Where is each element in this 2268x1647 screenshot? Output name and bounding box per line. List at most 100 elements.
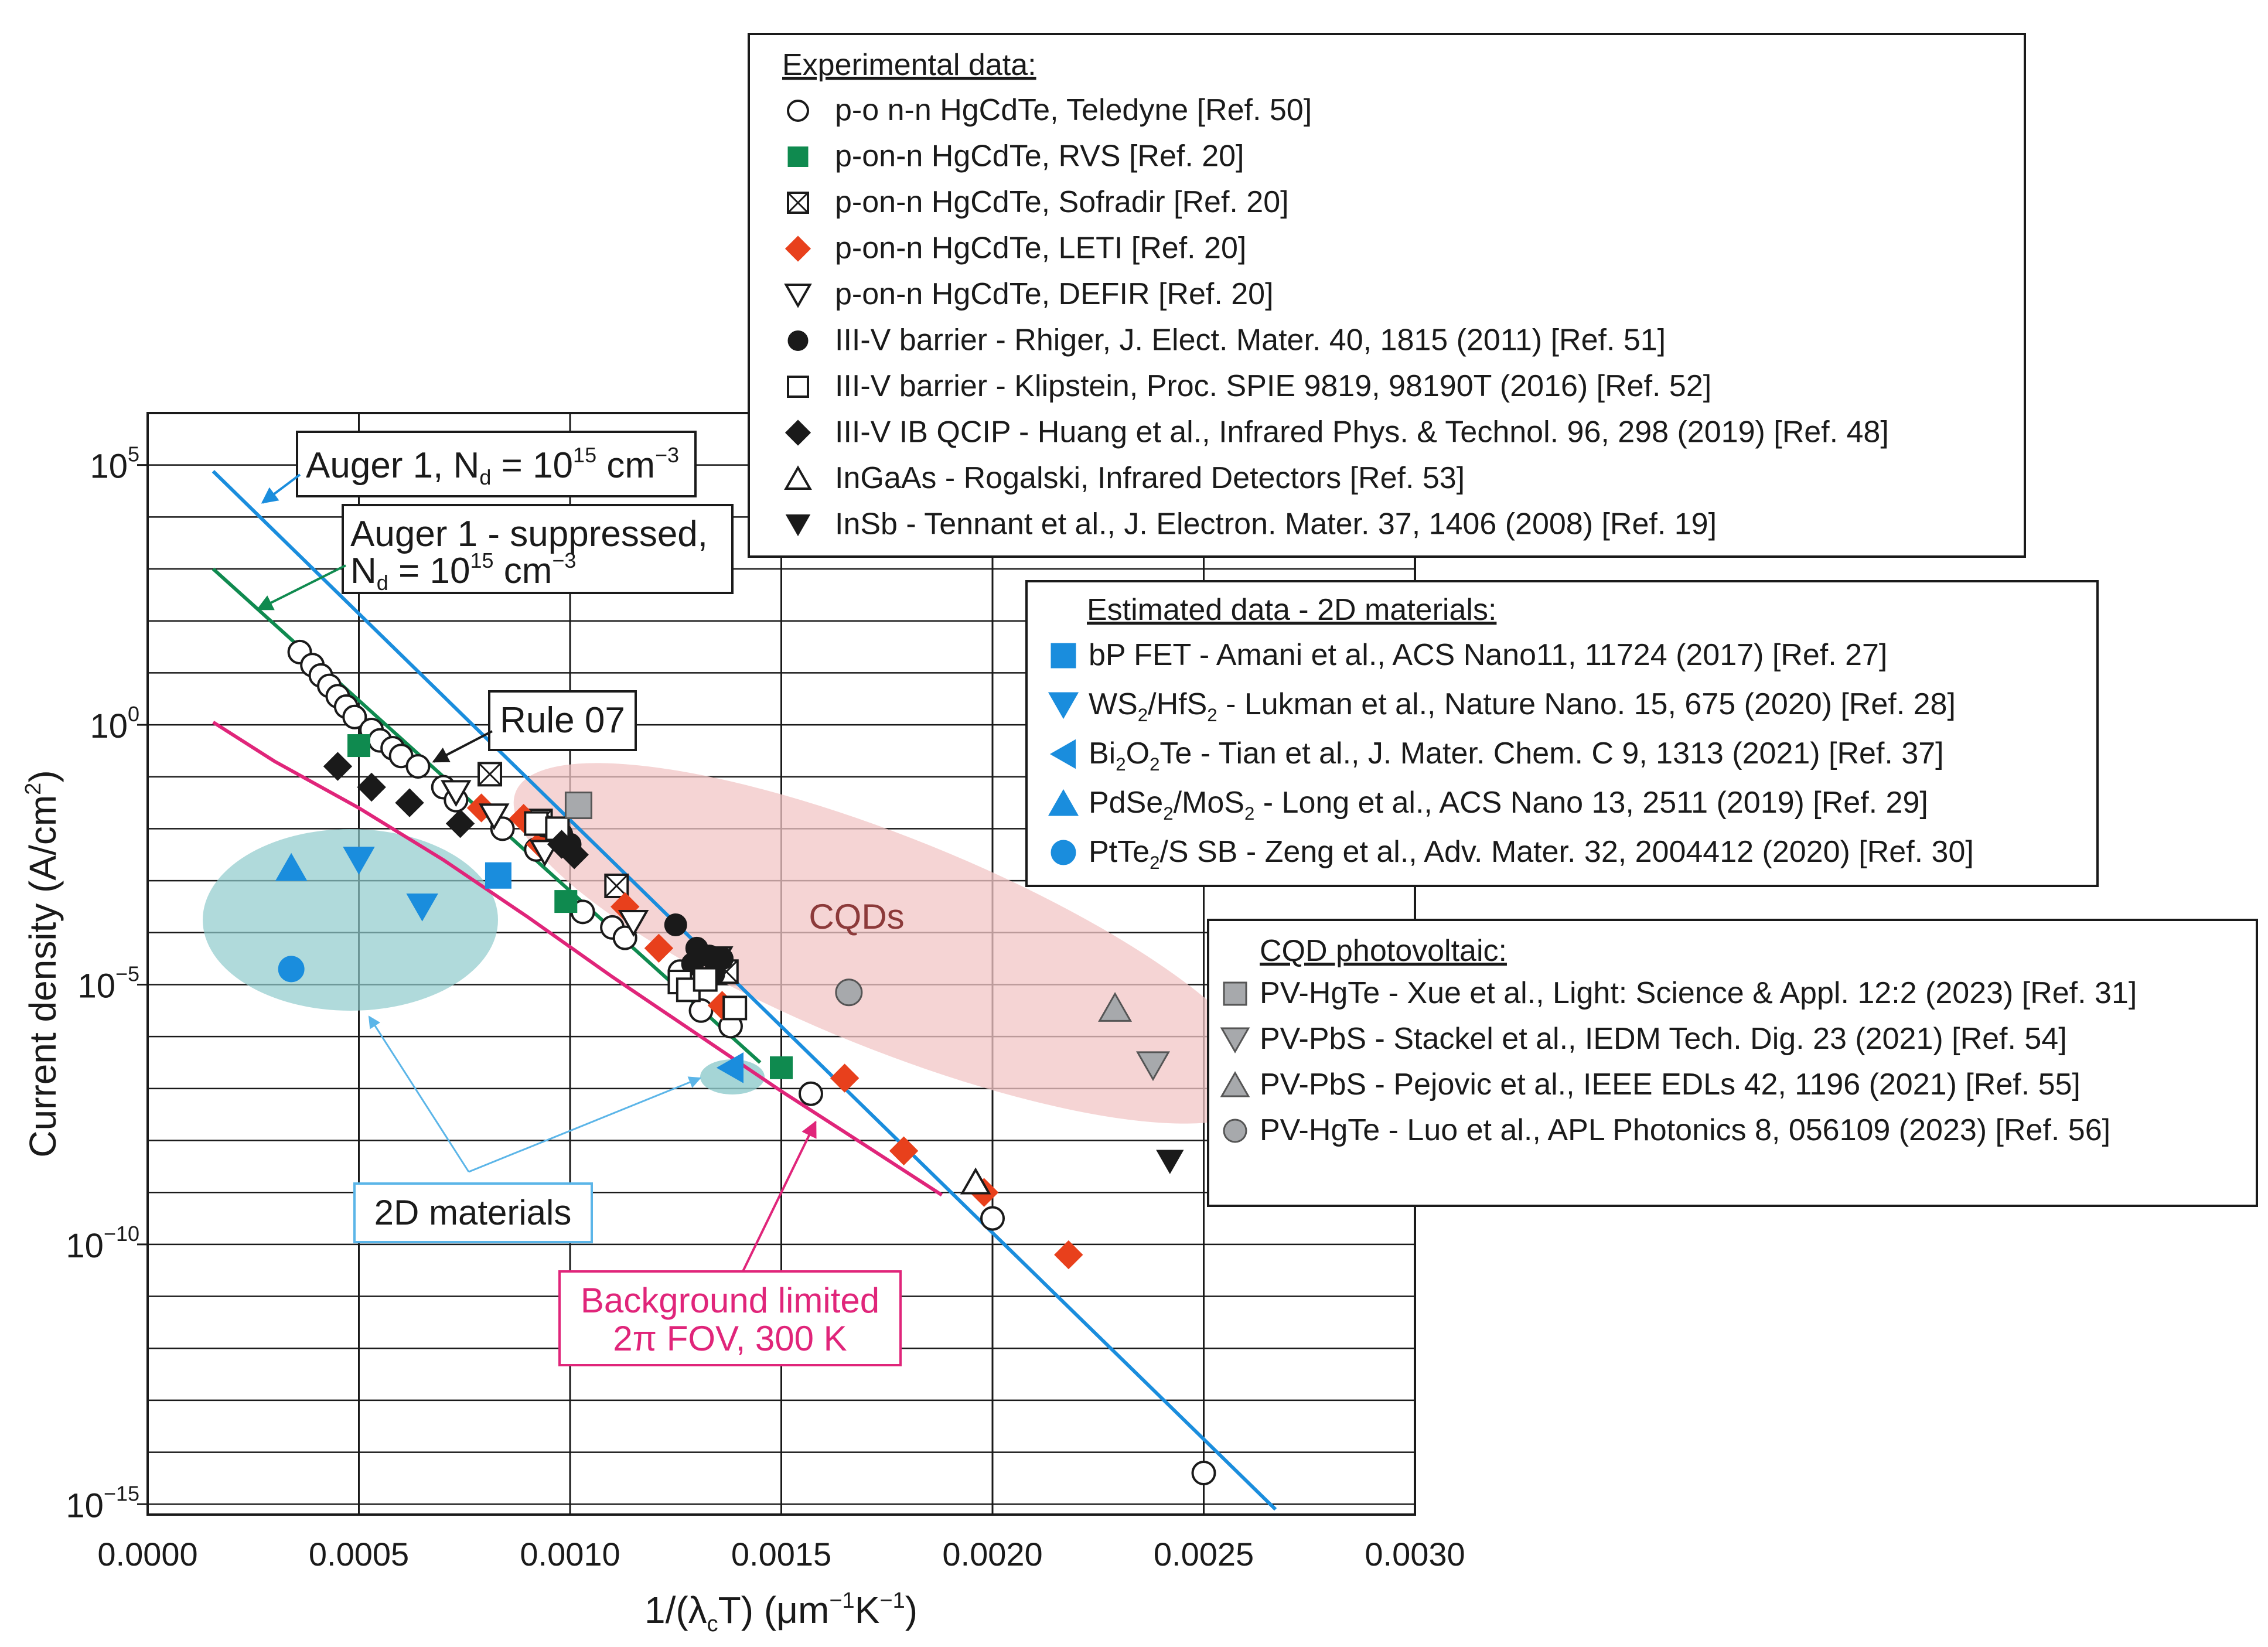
legend-label: Bi2O2Te - Tian et al., J. Mater. Chem. C… xyxy=(1089,736,1944,775)
background-limited-arrow xyxy=(739,1120,817,1278)
svg-text:Experimental data:: Experimental data: xyxy=(782,48,1036,82)
data-point xyxy=(485,862,511,889)
legend-marker xyxy=(1048,692,1079,720)
x-tick-label: 0.0015 xyxy=(731,1536,831,1573)
data-point xyxy=(564,792,592,820)
legend-label: PtTe2/S SB - Zeng et al., Adv. Mater. 32… xyxy=(1089,835,1974,873)
legend-label: WS2/HfS2 - Lukman et al., Nature Nano. 1… xyxy=(1089,687,1956,725)
data-point xyxy=(830,1063,860,1093)
data-point xyxy=(524,811,549,836)
y-axis-label: Current density (A/cm2) xyxy=(21,770,64,1157)
theory-curve xyxy=(212,721,943,1197)
legend-label: PV-HgTe - Luo et al., APL Photonics 8, 0… xyxy=(1260,1113,2110,1147)
data-point xyxy=(980,1206,1005,1231)
x-tick-label: 0.0020 xyxy=(942,1536,1042,1573)
legend-cqd: CQD photovoltaic: PV-HgTe - Xue et al., … xyxy=(1207,919,2258,1207)
legend-label: PdSe2/MoS2 - Long et al., ACS Nano 13, 2… xyxy=(1089,786,1928,824)
y-tick-label: 100 xyxy=(90,702,139,745)
x-tick-label: 0.0000 xyxy=(97,1536,197,1573)
data-point xyxy=(644,933,674,963)
legend-label: p-o n-n HgCdTe, Teledyne [Ref. 50] xyxy=(835,93,1312,127)
svg-text:Nd = 1015 cm−3: Nd = 1015 cm−3 xyxy=(350,548,576,595)
x-tick-labels: 0.0000 0.0005 0.0010 0.0015 0.0020 0.0025 0.00… xyxy=(97,1536,1465,1573)
legend-marker xyxy=(1048,789,1079,816)
legend-marker xyxy=(785,420,811,446)
legend-cqd-items: PV-HgTe - Xue et al., Light: Science & A… xyxy=(1220,976,2137,1147)
legend-label: p-on-n HgCdTe, LETI [Ref. 20] xyxy=(835,231,1246,265)
region-2d-materials xyxy=(203,829,498,1011)
data-point xyxy=(509,803,538,833)
legend-marker xyxy=(785,514,811,537)
legend-marker xyxy=(1220,1027,1250,1053)
data-markers xyxy=(275,639,1216,1486)
cqds-label: CQDs xyxy=(809,897,904,936)
y-tick-label: 10−10 xyxy=(66,1222,139,1265)
legend-label: p-on-n HgCdTe, Sofradir [Ref. 20] xyxy=(835,185,1289,219)
rule07-label: Rule 07 xyxy=(488,690,637,751)
data-point xyxy=(664,913,687,936)
data-point xyxy=(278,956,305,983)
data-point xyxy=(1098,992,1133,1022)
legend-marker xyxy=(787,330,809,351)
svg-text:CQD photovoltaic:: CQD photovoltaic: xyxy=(1260,934,1507,968)
svg-text:Rule 07: Rule 07 xyxy=(500,700,625,741)
x-axis-label: 1/(λcT) (μm−1K−1) xyxy=(644,1588,918,1636)
legend-label: InGaAs - Rogalski, Infrared Detectors [R… xyxy=(835,461,1465,495)
legend-marker xyxy=(785,236,811,262)
data-point xyxy=(347,734,370,758)
data-point xyxy=(612,925,637,950)
legend-label: III-V IB QCIP - Huang et al., Infrared P… xyxy=(835,415,1889,449)
data-point xyxy=(275,853,308,881)
data-point xyxy=(835,978,863,1007)
y-tick-label: 105 xyxy=(90,442,139,486)
data-point xyxy=(1135,1051,1170,1082)
legend-marker xyxy=(787,146,809,167)
legend-marker xyxy=(784,284,812,308)
data-point xyxy=(478,762,503,787)
data-point xyxy=(889,1136,919,1165)
data-point xyxy=(722,995,748,1021)
x-tick-label: 0.0005 xyxy=(309,1536,409,1573)
materials-2d-arrow-2 xyxy=(468,1076,701,1173)
legend-label: p-on-n HgCdTe, DEFIR [Ref. 20] xyxy=(835,277,1274,311)
auger1-label: Auger 1, Nd = 1015 cm−3 xyxy=(296,431,697,497)
legend-label: p-on-n HgCdTe, RVS [Ref. 20] xyxy=(835,139,1244,173)
y-tick-labels: 105 100 10−5 10−10 10−15 xyxy=(66,442,148,1525)
cqd-region xyxy=(513,763,1268,1124)
x-tick-label: 0.0030 xyxy=(1365,1536,1465,1573)
auger-suppressed-arrow xyxy=(256,564,346,611)
legend-label: PV-PbS - Stackel et al., IEDM Tech. Dig.… xyxy=(1260,1022,2067,1056)
data-point xyxy=(357,772,386,802)
legend-marker xyxy=(1049,739,1076,769)
legend-marker xyxy=(1223,981,1247,1006)
legend-marker xyxy=(787,100,809,122)
legend-marker xyxy=(787,376,809,398)
data-point xyxy=(716,1052,744,1083)
legend-experimental: Experimental data: p-o n-n HgCdTe, Teled… xyxy=(748,33,2026,558)
svg-text:Auger 1 - suppressed,: Auger 1 - suppressed, xyxy=(350,514,708,554)
data-point xyxy=(960,1167,991,1195)
data-point xyxy=(343,847,375,875)
svg-text:Auger 1, Nd = 1015 cm−3: Auger 1, Nd = 1015 cm−3 xyxy=(306,443,679,489)
legend-marker xyxy=(1223,1119,1247,1143)
data-point xyxy=(547,830,577,859)
materials-2d-arrow-1 xyxy=(368,1015,470,1172)
data-point xyxy=(688,998,714,1023)
data-point xyxy=(441,780,472,807)
svg-text:Estimated data - 2D materials:: Estimated data - 2D materials: xyxy=(1087,593,1496,627)
materials-2d-label: 2D materials xyxy=(353,1182,593,1243)
rule07-arrow xyxy=(432,730,493,763)
data-point xyxy=(798,1081,823,1106)
data-point xyxy=(395,788,424,817)
svg-text:2π FOV, 300 K: 2π FOV, 300 K xyxy=(613,1319,847,1358)
legend-label: PV-HgTe - Xue et al., Light: Science & A… xyxy=(1260,976,2137,1010)
theory-curve xyxy=(212,470,1277,1511)
data-point xyxy=(693,967,718,992)
data-point xyxy=(1156,1150,1184,1174)
data-point xyxy=(478,803,510,831)
auger-suppressed-label: Auger 1 - suppressed, Nd = 1015 cm−3 xyxy=(342,504,734,595)
data-point xyxy=(611,892,640,922)
data-point xyxy=(711,947,734,970)
background-limited-label: Background limited 2π FOV, 300 K xyxy=(558,1270,902,1366)
